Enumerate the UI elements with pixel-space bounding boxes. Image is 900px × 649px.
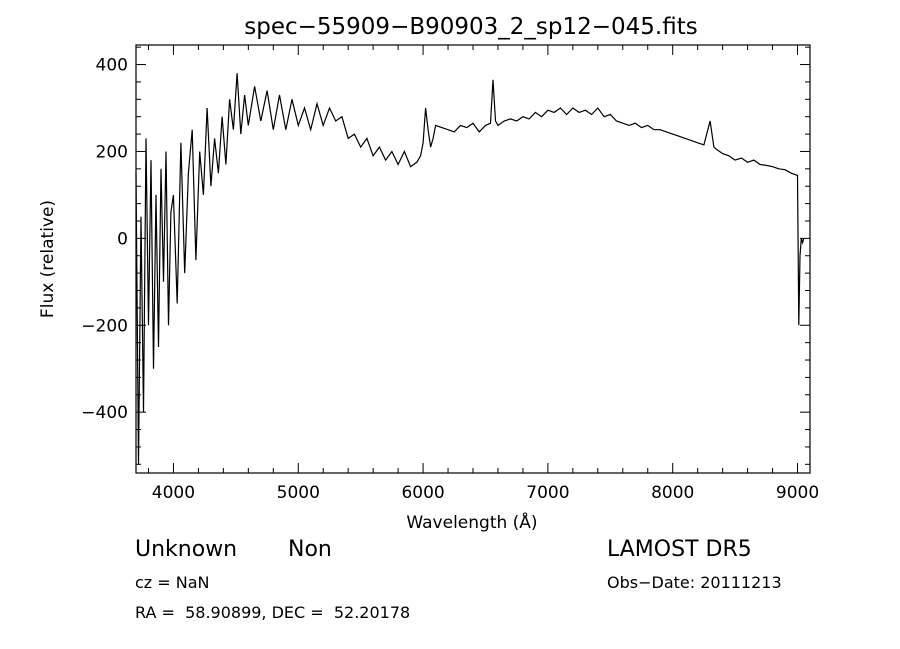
x-tick-label: 5000: [277, 483, 320, 503]
y-tick-label: −200: [81, 316, 128, 336]
coordinates: RA = 58.90899, DEC = 52.20178: [135, 603, 411, 622]
x-tick-label: 9000: [776, 483, 819, 503]
observation-date: Obs−Date: 20111213: [607, 573, 782, 592]
axis-tick-labels: 4000 5000 6000 7000 8000 9000 −400 −200 0 200 400: [81, 56, 819, 503]
redshift-value: cz = NaN: [135, 573, 210, 592]
spectrum-line: [135, 73, 805, 465]
y-tick-label: 400: [96, 56, 128, 76]
object-subclass: Non: [288, 537, 332, 562]
y-tick-label: 200: [96, 142, 128, 162]
y-tick-label: 0: [117, 229, 128, 249]
x-axis-label: Wavelength (Å): [406, 511, 537, 533]
plot-frame: [135, 44, 811, 474]
y-axis-label: Flux (relative): [38, 200, 58, 318]
object-class: Unknown: [135, 537, 238, 562]
chart-title: spec−55909−B90903_2_sp12−045.fits: [244, 14, 698, 40]
plot-border: [135, 44, 811, 474]
survey-name: LAMOST DR5: [607, 537, 752, 562]
axis-ticks: [136, 45, 810, 473]
x-tick-label: 4000: [152, 483, 195, 503]
x-tick-label: 8000: [651, 483, 694, 503]
x-tick-label: 6000: [401, 483, 444, 503]
y-tick-label: −400: [81, 403, 128, 423]
x-tick-label: 7000: [526, 483, 569, 503]
